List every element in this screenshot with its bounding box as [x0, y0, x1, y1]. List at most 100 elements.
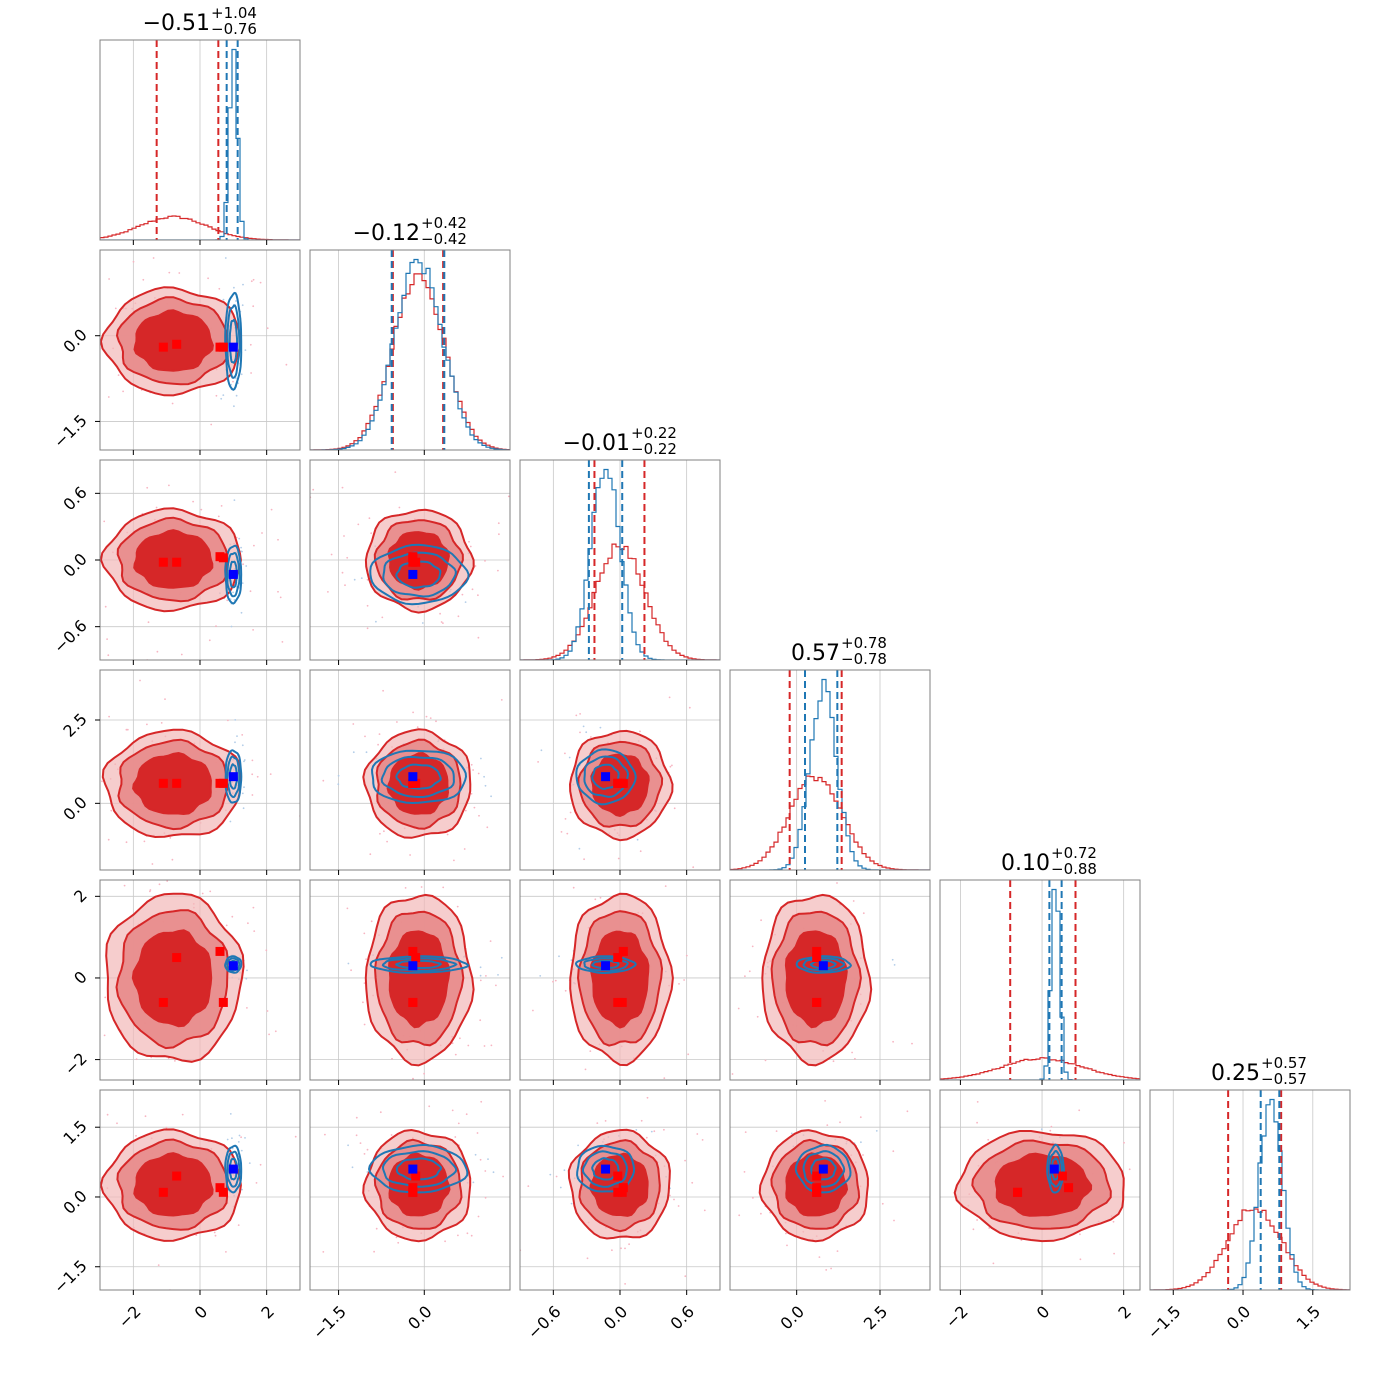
sample-point-red	[168, 271, 171, 274]
sample-point-red	[135, 1135, 137, 1137]
contour-blue-1	[226, 551, 241, 598]
sample-point-red	[268, 1033, 270, 1036]
sample-point-red	[624, 877, 626, 879]
sample-point-red	[988, 1227, 991, 1229]
truth-marker-blue	[818, 1164, 828, 1174]
sample-point-red	[429, 717, 432, 719]
sample-point-red	[760, 1212, 762, 1215]
sample-point-red	[108, 278, 110, 280]
sample-point-red	[435, 720, 437, 723]
sample-point-red	[786, 1244, 788, 1247]
sample-point-blue	[230, 625, 233, 628]
sample-point-red	[341, 571, 344, 574]
sample-point-blue	[233, 405, 235, 408]
sample-point-red	[396, 721, 398, 723]
sample-point-blue	[240, 546, 243, 549]
param-title-lower-5: −0.57	[1261, 1070, 1307, 1088]
sample-point-blue	[484, 784, 487, 787]
sample-point-red	[45, 1147, 47, 1149]
sample-point-red	[507, 495, 510, 498]
y-tick-label: −1.5	[50, 411, 91, 452]
sample-point-red	[203, 442, 205, 444]
sample-point-red	[139, 238, 141, 240]
sample-point-red	[322, 779, 325, 782]
sample-point-red	[225, 1251, 227, 1253]
truth-marker-blue	[1049, 1164, 1059, 1174]
sample-point-blue	[635, 1129, 638, 1131]
sample-point-red	[830, 1267, 832, 1270]
sample-point-red	[270, 508, 273, 511]
sample-point-red	[484, 1196, 487, 1199]
sample-point-red	[146, 723, 148, 726]
truth-marker-red	[215, 946, 225, 956]
sample-point-red	[41, 1182, 43, 1184]
sample-point-red	[583, 858, 585, 861]
sample-point-red	[851, 1051, 853, 1054]
sample-point-red	[678, 983, 680, 985]
sample-point-red	[472, 769, 474, 771]
sample-point-red	[117, 374, 120, 376]
scatter-panel-3-0: 0.0 2.5	[45, 669, 301, 875]
sample-point-blue	[245, 977, 248, 980]
sample-point-red	[251, 759, 254, 762]
sample-point-blue	[479, 974, 482, 977]
sample-point-red	[1123, 1141, 1125, 1144]
sample-point-red	[370, 532, 373, 535]
sample-point-red	[703, 1209, 706, 1212]
sample-point-red	[227, 719, 229, 722]
sample-point-red	[453, 859, 455, 862]
contour-blue-0	[224, 749, 243, 804]
sample-point-red	[485, 975, 487, 977]
x-tick-label: 2	[1114, 1302, 1135, 1323]
truth-marker-red	[1013, 1187, 1023, 1197]
sample-point-red	[987, 1138, 990, 1141]
sample-point-red	[207, 277, 210, 280]
contour-blue-0	[795, 955, 853, 974]
sample-point-blue	[233, 286, 235, 289]
sample-point-red	[366, 627, 369, 630]
sample-point-red	[139, 679, 141, 682]
contour-red-2	[388, 930, 451, 1029]
truth-marker-red	[158, 342, 168, 352]
sample-point-red	[684, 1275, 687, 1278]
truth-marker-red	[408, 946, 418, 956]
sample-point-red	[477, 636, 480, 639]
sample-point-red	[1049, 1129, 1052, 1132]
sample-point-red	[301, 1189, 303, 1191]
sample-point-red	[398, 506, 401, 509]
sample-point-red	[479, 1019, 482, 1022]
param-title-lower-3: −0.78	[841, 650, 887, 668]
sample-point-red	[171, 858, 174, 861]
sample-point-red	[692, 866, 695, 869]
sample-point-red	[759, 1051, 761, 1053]
sample-point-red	[366, 578, 369, 581]
sample-point-red	[135, 1058, 138, 1061]
x-tick-label: −2	[942, 1302, 972, 1332]
sample-point-red	[200, 508, 203, 511]
sample-point-red	[765, 865, 767, 867]
panel-frame	[309, 249, 511, 451]
sample-point-blue	[585, 731, 588, 734]
y-tick-label: 0	[70, 967, 91, 988]
sample-point-red	[1079, 1258, 1082, 1261]
sample-point-red	[91, 929, 93, 931]
y-tick-label: −0.6	[50, 616, 91, 657]
contour-blue-2	[394, 959, 443, 970]
sample-point-red	[261, 532, 263, 534]
sample-point-red	[579, 713, 581, 715]
sample-point-red	[683, 979, 685, 981]
sample-point-red	[419, 863, 421, 865]
sample-point-red	[548, 750, 550, 752]
sample-point-blue	[490, 795, 492, 798]
sample-point-red	[45, 770, 47, 772]
sample-point-red	[151, 863, 154, 865]
sample-point-red	[202, 872, 204, 874]
sample-point-red	[355, 1116, 358, 1119]
sample-point-red	[668, 696, 671, 699]
sample-point-blue	[245, 565, 248, 567]
sample-point-red	[242, 563, 245, 566]
panel-frame	[729, 879, 931, 1081]
sample-point-red	[701, 1139, 704, 1141]
truth-marker-red	[218, 553, 228, 563]
sample-point-red	[365, 958, 367, 961]
